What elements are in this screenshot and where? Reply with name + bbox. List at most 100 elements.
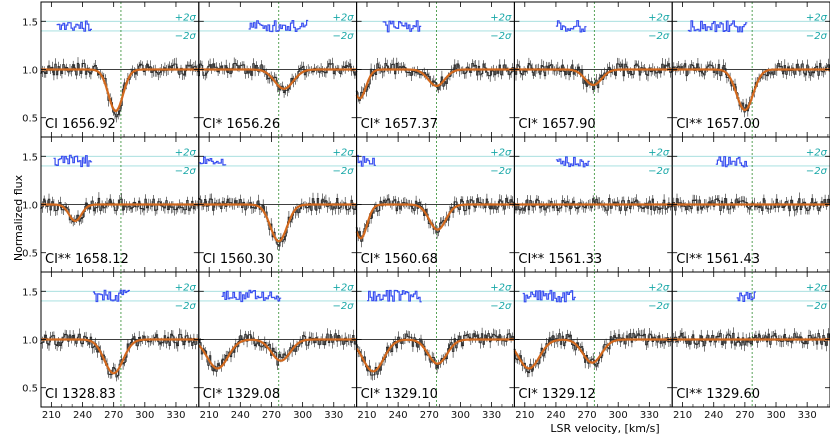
x-tick-label: 330	[166, 410, 185, 421]
panel-label: CI 1560.30	[203, 252, 274, 267]
minus-2sigma-label: −2σ	[648, 31, 670, 42]
x-tick-label: 300	[766, 410, 785, 421]
panel-label: CI** 1561.43	[676, 252, 760, 267]
panel: +2σ −2σ CI* 1329.10 210 240 270 300 330	[355, 271, 516, 421]
x-tick-label: 270	[104, 410, 123, 421]
minus-2sigma-label: −2σ	[175, 31, 197, 42]
minus-2sigma-label: −2σ	[490, 166, 512, 177]
panel-label: CI** 1657.00	[676, 117, 760, 132]
x-axis-title: LSR velocity, [km/s]	[550, 422, 659, 435]
x-tick-label: 300	[451, 410, 470, 421]
y-tick-label: 1.5	[22, 152, 38, 163]
y-tick-label: 1.0	[22, 201, 38, 212]
minus-2sigma-label: −2σ	[490, 301, 512, 312]
x-tick-label: 300	[293, 410, 312, 421]
panel: +2σ −2σ CI* 1329.12 210 240 270 300 330	[513, 271, 673, 421]
residual-trace	[555, 156, 590, 168]
minus-2sigma-label: −2σ	[806, 301, 828, 312]
residual-trace	[687, 20, 748, 33]
panel-label: CI** 1561.33	[518, 252, 602, 267]
x-tick-label: 240	[73, 410, 92, 421]
minus-2sigma-label: −2σ	[175, 166, 197, 177]
x-tick-label: 270	[420, 410, 439, 421]
x-tick-label: 330	[482, 410, 501, 421]
panel-label: CI** 1658.12	[45, 252, 129, 267]
y-tick-label: 0.5	[22, 384, 38, 395]
minus-2sigma-label: −2σ	[806, 31, 828, 42]
plus-2sigma-label: +2σ	[648, 12, 670, 23]
minus-2sigma-label: −2σ	[333, 301, 355, 312]
residual-trace	[221, 289, 282, 303]
panel-label: CI** 1329.60	[676, 387, 760, 402]
panel: +2σ −2σ CI** 1657.00	[671, 1, 830, 138]
y-axis-title: Normalized flux	[12, 174, 25, 261]
panel: +2σ −2σ CI 1328.83 0.5 1.0 1.5 210 240 270 300 330	[22, 271, 200, 421]
residual-trace	[715, 156, 748, 168]
minus-2sigma-label: −2σ	[490, 31, 512, 42]
y-tick-label: 0.5	[22, 249, 38, 260]
x-tick-label: 240	[231, 410, 250, 421]
flux-histogram	[40, 333, 200, 378]
x-tick-label: 300	[135, 410, 154, 421]
panel: +2σ −2σ CI* 1657.90	[513, 1, 673, 138]
plus-2sigma-label: +2σ	[648, 282, 670, 293]
model-fit-curve	[355, 338, 515, 373]
residual-trace	[356, 154, 376, 167]
panel: +2σ −2σ CI* 1329.08 210 240 270 300 330	[197, 271, 358, 421]
panel-label: CI* 1329.12	[518, 387, 595, 402]
plus-2sigma-label: +2σ	[648, 147, 670, 158]
panel-label: CI* 1560.68	[361, 252, 438, 267]
flux-error-bars	[356, 327, 515, 381]
x-tick-label: 210	[200, 410, 219, 421]
x-tick-label: 240	[389, 410, 408, 421]
panel-label: CI 1656.92	[45, 117, 116, 132]
residual-trace	[92, 289, 130, 303]
panel: +2σ −2σ CI** 1329.60 210 240 270 300 330	[671, 271, 830, 421]
residual-trace	[522, 289, 576, 303]
panel-label: CI 1328.83	[45, 387, 116, 402]
minus-2sigma-label: −2σ	[806, 166, 828, 177]
residual-trace	[248, 19, 309, 33]
plus-2sigma-label: +2σ	[175, 12, 197, 23]
panel-label: CI* 1656.26	[203, 117, 280, 132]
x-tick-label: 210	[515, 410, 534, 421]
x-tick-label: 330	[324, 410, 343, 421]
x-tick-label: 330	[640, 410, 659, 421]
panel-grid: +2σ −2σ CI 1656.92 0.5 1.0 1.5 +2σ −2σ CI* 1656.…	[22, 1, 830, 421]
panel-frame	[671, 271, 830, 408]
y-tick-label: 1.0	[22, 66, 38, 77]
residual-trace	[555, 20, 587, 33]
plus-2sigma-label: +2σ	[175, 282, 197, 293]
panel: +2σ −2σ CI* 1656.26	[198, 1, 358, 138]
flux-error-bars	[198, 328, 357, 377]
plus-2sigma-label: +2σ	[333, 12, 355, 23]
y-tick-label: 0.5	[22, 114, 38, 125]
residual-trace	[56, 20, 92, 32]
panel: +2σ −2σ CI* 1560.68	[355, 136, 516, 273]
model-fit-curve	[672, 68, 830, 112]
x-tick-label: 240	[704, 410, 723, 421]
residual-trace	[198, 156, 227, 166]
residual-trace	[367, 289, 422, 303]
plus-2sigma-label: +2σ	[175, 147, 197, 158]
model-fit-curve	[513, 338, 673, 370]
model-fit-curve	[41, 203, 199, 223]
plus-2sigma-label: +2σ	[490, 282, 512, 293]
model-fit-curve	[197, 338, 357, 370]
y-tick-label: 1.5	[22, 17, 38, 28]
x-tick-label: 300	[609, 410, 628, 421]
x-tick-label: 270	[578, 410, 597, 421]
model-fit-curve	[355, 68, 515, 100]
y-tick-label: 1.5	[22, 287, 38, 298]
plus-2sigma-label: +2σ	[490, 147, 512, 158]
panel: +2σ −2σ CI** 1561.33	[513, 136, 673, 273]
y-tick-label: 1.0	[22, 336, 38, 347]
x-tick-label: 210	[357, 410, 376, 421]
x-tick-label: 210	[673, 410, 692, 421]
panel: +2σ −2σ CI 1560.30	[198, 136, 358, 273]
minus-2sigma-label: −2σ	[333, 166, 355, 177]
x-tick-label: 240	[546, 410, 565, 421]
flux-error-bars	[356, 57, 515, 104]
model-fit-curve	[41, 68, 199, 113]
